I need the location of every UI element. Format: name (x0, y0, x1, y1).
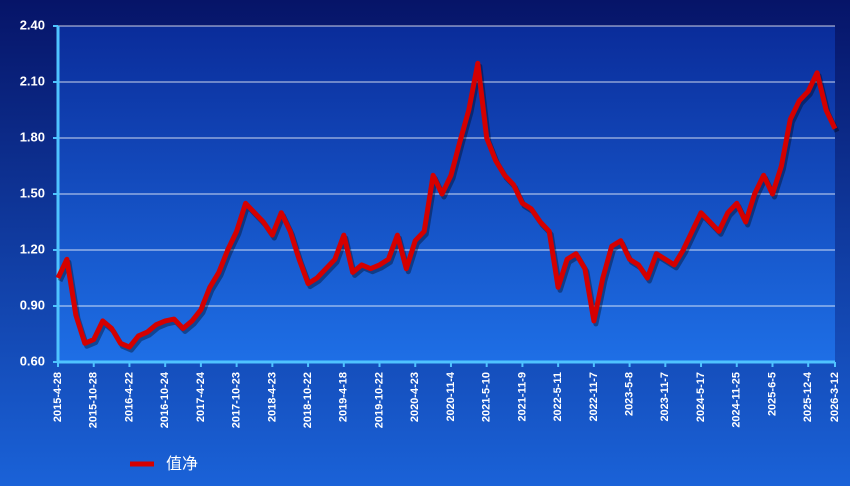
x-tick-label: 2020-4-23 (409, 372, 421, 422)
x-tick-label: 2025-12-4 (802, 371, 814, 422)
y-tick-label: 0.90 (20, 297, 45, 312)
x-tick-label: 2015-10-28 (88, 372, 100, 428)
x-tick-label: 2019-10-22 (373, 372, 385, 428)
x-tick-label: 2021-5-10 (481, 372, 493, 422)
x-tick-label: 2020-11-4 (445, 371, 457, 421)
line (55, 60, 838, 350)
x-tick-label: 2018-10-22 (302, 372, 314, 428)
y-tick-label: 2.10 (20, 73, 45, 88)
legend-label: 值净 (166, 455, 198, 473)
y-tick-label: 0.60 (20, 353, 45, 368)
x-tick-label: 2025-6-5 (766, 372, 778, 416)
x-tick-label: 2016-10-24 (159, 371, 171, 428)
x-tick-label: 2023-5-8 (623, 372, 635, 416)
x-tick-label: 2023-11-7 (659, 372, 671, 422)
x-tick-label: 2024-5-17 (695, 372, 707, 422)
y-tick-label: 1.80 (20, 129, 45, 144)
x-tick-label: 2026-3-12 (829, 372, 841, 422)
x-tick-label: 2017-4-24 (195, 371, 207, 422)
x-tick-label: 2024-11-25 (731, 372, 743, 428)
x-tick-label: 2019-4-18 (338, 372, 350, 422)
x-tick-label: 2015-4-28 (52, 372, 64, 422)
x-tick-label: 2022-11-7 (588, 372, 600, 422)
x-tick-label: 2022-5-11 (552, 372, 564, 422)
x-tick-label: 2018-4-23 (266, 372, 278, 422)
x-tick-label: 2017-10-23 (231, 372, 243, 428)
x-tick-label: 2021-11-9 (516, 372, 528, 422)
y-tick-label: 1.50 (20, 185, 45, 200)
y-tick-label: 2.40 (20, 17, 45, 32)
x-tick-label: 2016-4-22 (123, 372, 135, 422)
y-tick-label: 1.20 (20, 241, 45, 256)
